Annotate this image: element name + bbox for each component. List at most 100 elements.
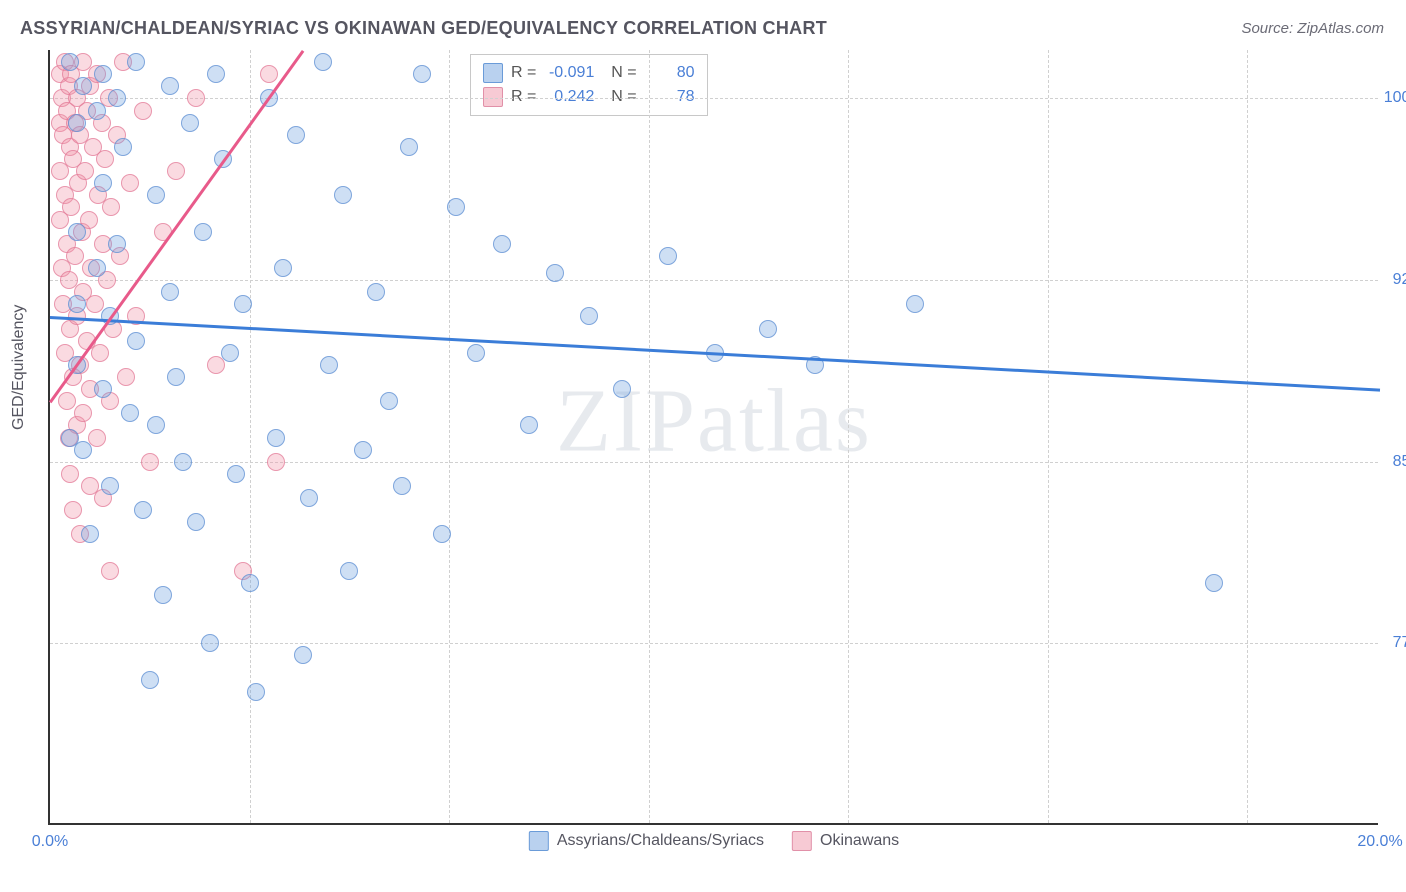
x-tick-label: 20.0%	[1357, 833, 1402, 851]
scatter-point	[467, 344, 485, 362]
gridline-v	[1048, 50, 1049, 823]
stat-n-label-2: N =	[602, 88, 636, 106]
y-axis-label: GED/Equivalency	[10, 305, 28, 430]
scatter-point	[267, 429, 285, 447]
scatter-point	[117, 368, 135, 386]
scatter-point	[91, 344, 109, 362]
scatter-point	[187, 513, 205, 531]
scatter-point	[108, 89, 126, 107]
scatter-point	[61, 465, 79, 483]
scatter-point	[413, 65, 431, 83]
scatter-point	[101, 477, 119, 495]
scatter-point	[340, 562, 358, 580]
scatter-point	[267, 453, 285, 471]
scatter-point	[74, 441, 92, 459]
scatter-point	[141, 671, 159, 689]
scatter-point	[167, 368, 185, 386]
scatter-point	[300, 489, 318, 507]
stats-box: R = -0.091 N = 80 R = 0.242 N = 78	[470, 54, 708, 116]
gridline-v	[848, 50, 849, 823]
scatter-point	[74, 77, 92, 95]
scatter-point	[127, 332, 145, 350]
scatter-point	[64, 501, 82, 519]
stat-r1: -0.091	[544, 64, 594, 82]
scatter-point	[354, 441, 372, 459]
scatter-point	[393, 477, 411, 495]
scatter-point	[241, 574, 259, 592]
gridline-v	[1247, 50, 1248, 823]
scatter-point	[334, 186, 352, 204]
scatter-point	[906, 295, 924, 313]
scatter-point	[314, 53, 332, 71]
legend-swatch-blue-icon	[529, 831, 549, 851]
legend-item-2: Okinawans	[792, 831, 899, 851]
gridline-v	[250, 50, 251, 823]
scatter-point	[181, 114, 199, 132]
scatter-point	[58, 392, 76, 410]
scatter-point	[447, 198, 465, 216]
legend-label-1: Assyrians/Chaldeans/Syriacs	[557, 832, 764, 850]
swatch-blue-icon	[483, 63, 503, 83]
scatter-point	[62, 198, 80, 216]
watermark: ZIPatlas	[556, 370, 872, 473]
chart-title: ASSYRIAN/CHALDEAN/SYRIAC VS OKINAWAN GED…	[20, 18, 827, 39]
scatter-point	[127, 53, 145, 71]
scatter-point	[247, 683, 265, 701]
scatter-point	[94, 65, 112, 83]
scatter-point	[121, 404, 139, 422]
legend-label-2: Okinawans	[820, 832, 899, 850]
gridline-v	[649, 50, 650, 823]
scatter-point	[201, 634, 219, 652]
x-tick-label: 0.0%	[32, 833, 68, 851]
scatter-point	[101, 562, 119, 580]
stats-row-1: R = -0.091 N = 80	[483, 61, 695, 85]
scatter-point	[147, 416, 165, 434]
scatter-point	[380, 392, 398, 410]
scatter-point	[759, 320, 777, 338]
scatter-point	[493, 235, 511, 253]
y-tick-label: 100.0%	[1383, 89, 1406, 107]
scatter-point	[81, 525, 99, 543]
scatter-point	[154, 586, 172, 604]
legend-swatch-pink-icon	[792, 831, 812, 851]
scatter-point	[76, 162, 94, 180]
y-tick-label: 85.0%	[1383, 453, 1406, 471]
gridline-v	[449, 50, 450, 823]
scatter-point	[108, 235, 126, 253]
scatter-point	[102, 198, 120, 216]
y-tick-label: 77.5%	[1383, 634, 1406, 652]
stat-n1: 80	[645, 64, 695, 82]
scatter-point	[659, 247, 677, 265]
scatter-point	[94, 174, 112, 192]
scatter-point	[121, 174, 139, 192]
scatter-point	[207, 65, 225, 83]
scatter-point	[114, 138, 132, 156]
stat-n-label: N =	[602, 64, 636, 82]
scatter-point	[433, 525, 451, 543]
scatter-point	[134, 501, 152, 519]
stat-n2: 78	[645, 88, 695, 106]
plot-area: ZIPatlas R = -0.091 N = 80 R = 0.242 N =…	[48, 50, 1378, 825]
bottom-legend: Assyrians/Chaldeans/Syriacs Okinawans	[529, 831, 899, 851]
scatter-point	[227, 465, 245, 483]
legend-item-1: Assyrians/Chaldeans/Syriacs	[529, 831, 764, 851]
stats-row-2: R = 0.242 N = 78	[483, 85, 695, 109]
scatter-point	[367, 283, 385, 301]
swatch-pink-icon	[483, 87, 503, 107]
scatter-point	[66, 247, 84, 265]
scatter-point	[167, 162, 185, 180]
scatter-point	[274, 259, 292, 277]
stat-r2: 0.242	[544, 88, 594, 106]
scatter-point	[520, 416, 538, 434]
stat-r-label: R =	[511, 64, 536, 82]
scatter-point	[287, 126, 305, 144]
scatter-point	[1205, 574, 1223, 592]
scatter-point	[580, 307, 598, 325]
stat-r-label-2: R =	[511, 88, 536, 106]
scatter-point	[260, 65, 278, 83]
scatter-point	[187, 89, 205, 107]
scatter-point	[74, 404, 92, 422]
scatter-point	[221, 344, 239, 362]
scatter-point	[234, 295, 252, 313]
scatter-point	[161, 77, 179, 95]
